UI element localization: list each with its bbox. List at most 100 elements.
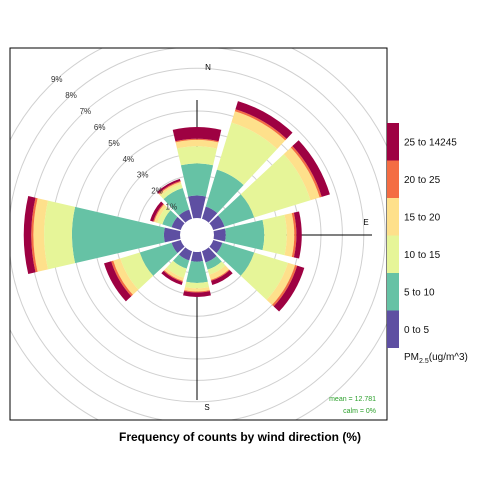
- legend-swatch-1: [387, 123, 399, 161]
- wedge-dir0-bin6: [172, 127, 222, 142]
- wedge-dir90-bin6: [293, 211, 302, 259]
- legend-title-rest: (ug/m^3): [428, 352, 468, 363]
- wedge-dir30-bin3: [216, 122, 278, 186]
- legend-title-sub: 2.5: [419, 358, 429, 365]
- wedge-dir90-bin5: [291, 212, 297, 258]
- wedge-dir150-bin1: [201, 247, 217, 263]
- wedge-dir210-bin6: [161, 270, 183, 286]
- wedge-dir330-bin2: [163, 188, 190, 216]
- wedge-dir180-bin1: [191, 251, 203, 262]
- legend-title: PM2.5(ug/m^3): [404, 352, 468, 365]
- wedge-dir90-bin2: [225, 219, 265, 251]
- wedge-dir330-bin5: [158, 180, 181, 195]
- radial-tick-label-6: 6%: [94, 123, 106, 132]
- wedge-dir120-bin1: [209, 239, 223, 254]
- wedge-dir0-bin5: [175, 138, 219, 143]
- compass-label-e: E: [363, 218, 368, 227]
- wedge-dir60-bin4: [283, 147, 320, 201]
- legend-swatch-5: [387, 273, 399, 311]
- wedge-dir300-bin1: [171, 216, 185, 231]
- radial-tick-label-5: 5%: [108, 139, 120, 148]
- wedge-dir240-bin2: [139, 242, 178, 276]
- wedge-dir300-bin2: [162, 210, 178, 228]
- stats-calm: calm = 0%: [343, 408, 376, 415]
- radial-tick-label-1: 1%: [166, 202, 178, 211]
- wedge-dir240-bin6: [103, 261, 132, 302]
- wedge-dir210-bin4: [164, 267, 184, 281]
- wedge-dir90-bin1: [213, 228, 226, 242]
- wedge-dir120-bin2: [216, 242, 255, 276]
- wedge-dir150-bin2: [205, 256, 222, 270]
- wedge-dir300-bin4: [154, 204, 167, 223]
- wedge-dir270-bin5: [31, 197, 38, 273]
- wedge-dir210-bin2: [173, 254, 190, 269]
- compass-label-n: N: [205, 63, 211, 72]
- legend-label-1: 25 to 14245: [404, 137, 457, 148]
- wedge-dir180-bin4: [184, 287, 210, 292]
- wedge-dir300-bin3: [157, 206, 171, 225]
- legend-label-3: 15 to 20: [404, 212, 441, 223]
- wedge-dir60-bin6: [292, 140, 330, 197]
- radial-tick-label-8: 8%: [65, 91, 77, 100]
- wedge-dir30-bin5: [234, 109, 287, 141]
- wedge-dir150-bin6: [211, 270, 233, 286]
- wedge-dir150-bin4: [209, 265, 230, 280]
- wedge-dir0-bin2: [180, 163, 214, 197]
- wedge-dir60-bin3: [240, 154, 311, 218]
- wedge-dir270-bin2: [71, 206, 165, 264]
- wedge-dir120-bin3: [240, 252, 288, 300]
- radial-tick-label-3: 3%: [137, 171, 149, 180]
- legend-label-6: 0 to 5: [404, 325, 429, 336]
- legend-label-4: 10 to 15: [404, 250, 441, 261]
- wedge-dir90-bin4: [284, 213, 295, 257]
- wedge-dir90-bin3: [262, 214, 287, 256]
- legend-swatch-6: [387, 310, 399, 348]
- wedge-dir180-bin3: [184, 281, 210, 289]
- wedge-dir180-bin2: [186, 260, 208, 284]
- grid-circle-8: [10, 48, 386, 420]
- wedge-dir330-bin6: [156, 178, 181, 194]
- wedge-dir210-bin1: [178, 247, 193, 261]
- wedge-dir240-bin1: [171, 239, 185, 254]
- wedge-dir270-bin4: [33, 198, 49, 272]
- wedge-dir240-bin3: [120, 252, 154, 290]
- chart-title: Frequency of counts by wind direction (%…: [118, 430, 361, 444]
- legend-swatch-3: [387, 198, 399, 236]
- wedge-dir150-bin5: [210, 269, 230, 281]
- wedge-dir330-bin3: [160, 183, 183, 200]
- wedge-dir180-bin5: [184, 290, 210, 293]
- wedge-dir30-bin2: [205, 169, 244, 214]
- wedge-dir150-bin3: [207, 261, 226, 275]
- wedge-dir300-bin5: [153, 203, 165, 222]
- wedge-dir60-bin1: [209, 215, 225, 231]
- legend-title-main: PM: [404, 352, 419, 363]
- wedge-dir120-bin4: [266, 262, 296, 305]
- wedge-dir120-bin5: [272, 264, 298, 307]
- legend-label-5: 5 to 10: [404, 287, 435, 298]
- wedge-dir30-bin1: [201, 206, 218, 223]
- compass-label-s: S: [204, 403, 209, 412]
- wedge-dir210-bin5: [163, 270, 183, 282]
- wedge-dir300-bin6: [150, 201, 164, 222]
- radial-tick-label-2: 2%: [151, 187, 163, 196]
- radial-tick-label-9: 9%: [51, 75, 63, 84]
- wedge-dir210-bin3: [166, 260, 187, 278]
- wedge-dir30-bin6: [235, 101, 293, 139]
- stats-mean: mean = 12.781: [329, 396, 376, 403]
- wedge-dir270-bin1: [163, 227, 181, 243]
- wedge-dir60-bin5: [290, 146, 322, 198]
- radial-tick-label-4: 4%: [123, 155, 135, 164]
- wedge-dir240-bin4: [113, 258, 139, 295]
- wedge-dir270-bin3: [44, 200, 76, 270]
- wedge-dir30-bin4: [231, 111, 286, 150]
- wedge-dir240-bin5: [111, 260, 133, 297]
- wedge-dir60-bin2: [218, 194, 255, 227]
- legend-label-2: 20 to 25: [404, 175, 441, 186]
- wedge-dir0-bin4: [175, 139, 219, 149]
- wedge-dir330-bin4: [159, 181, 182, 196]
- wedge-dir0-bin3: [177, 146, 217, 166]
- legend-swatch-4: [387, 235, 399, 273]
- wedge-dir270-bin6: [23, 196, 36, 274]
